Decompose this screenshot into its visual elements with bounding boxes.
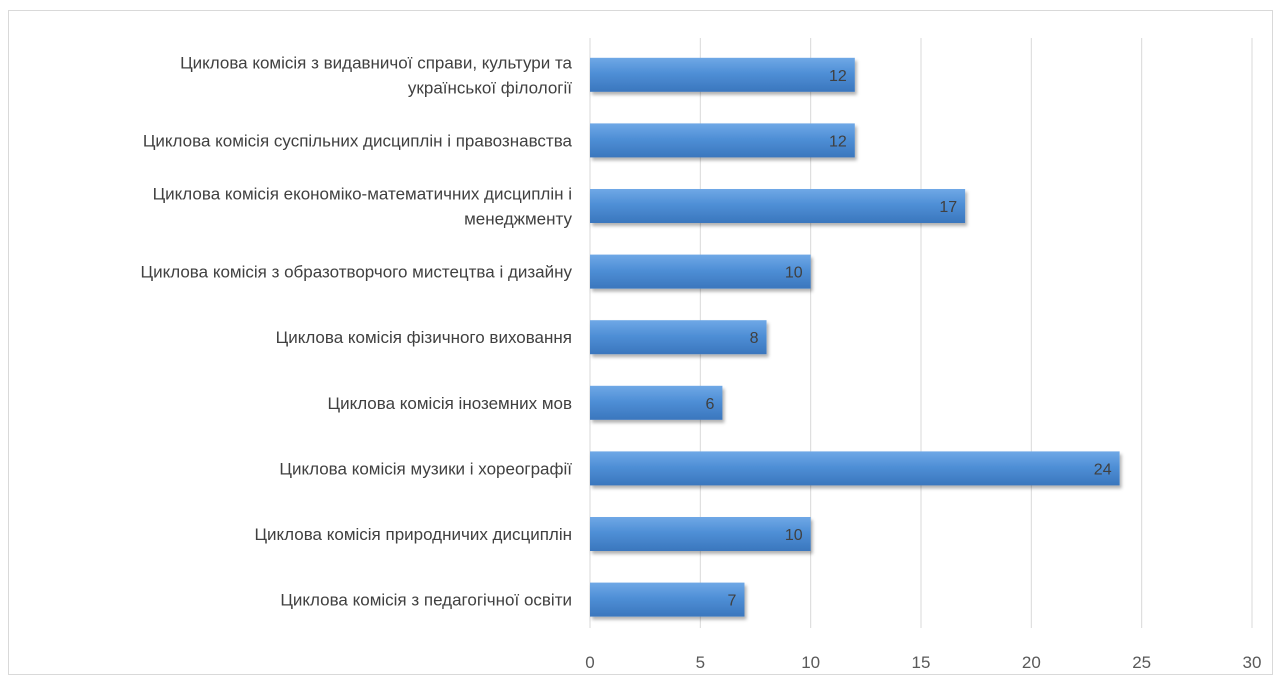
category-label: Циклова комісія іноземних мов <box>328 394 573 413</box>
bar <box>590 582 745 617</box>
category-label-line: Циклова комісія суспільних дисциплін і п… <box>143 131 573 150</box>
bar <box>590 189 966 223</box>
bars: 12 12 17 10 8 6 24 10 7 <box>590 57 1120 617</box>
x-axis-tick-labels: 0 5 10 15 20 25 30 <box>585 653 1261 672</box>
x-tick-label: 20 <box>1022 653 1041 672</box>
category-label: Циклова комісія з видавничої справи, кул… <box>180 53 572 97</box>
x-tick-label: 5 <box>696 653 705 672</box>
x-tick-label: 0 <box>585 653 594 672</box>
category-label: Циклова комісія музики і хореографії <box>279 459 572 478</box>
bar <box>590 517 811 551</box>
category-label-line: Циклова комісія з видавничої справи, кул… <box>180 53 572 72</box>
category-labels: Циклова комісія з видавничої справи, кул… <box>141 53 573 609</box>
category-label-line: менеджменту <box>464 210 572 229</box>
x-tick-label: 30 <box>1243 653 1262 672</box>
x-tick-label: 25 <box>1132 653 1151 672</box>
category-label: Циклова комісія економіко-математичних д… <box>153 185 573 229</box>
bar <box>590 451 1120 486</box>
bar-value-label: 7 <box>728 593 737 610</box>
category-label-line: Циклова комісія музики і хореографії <box>279 459 572 478</box>
x-tick-label: 10 <box>801 653 820 672</box>
bar-value-label: 12 <box>829 68 847 85</box>
category-label: Циклова комісія з педагогічної освіти <box>280 591 572 610</box>
bar <box>590 57 855 92</box>
bar <box>590 320 767 355</box>
category-label-line: Циклова комісія іноземних мов <box>328 394 573 413</box>
bar <box>590 385 723 420</box>
bar-value-label: 6 <box>705 396 714 413</box>
category-label-line: Циклова комісія фізичного виховання <box>276 328 572 347</box>
category-label-line: Циклова комісія з педагогічної освіти <box>280 591 572 610</box>
category-label-line: Циклова комісія з образотворчого мистецт… <box>141 263 573 282</box>
bar-value-label: 10 <box>785 265 803 282</box>
category-label: Циклова комісія з образотворчого мистецт… <box>141 263 573 282</box>
bar-value-label: 17 <box>939 199 957 216</box>
bar-value-label: 10 <box>785 527 803 544</box>
category-label-line: Циклова комісія економіко-математичних д… <box>153 185 572 204</box>
bar-value-label: 12 <box>829 133 847 150</box>
bar-value-label: 24 <box>1094 461 1112 478</box>
category-label-line: української філології <box>408 78 572 97</box>
bar <box>590 254 811 289</box>
category-label: Циклова комісія суспільних дисциплін і п… <box>143 131 573 150</box>
x-tick-label: 15 <box>912 653 931 672</box>
bar <box>590 123 855 158</box>
category-label-line: Циклова комісія природничих дисциплін <box>254 525 572 544</box>
category-label: Циклова комісія природничих дисциплін <box>254 525 572 544</box>
bar-value-label: 8 <box>750 330 759 347</box>
category-label: Циклова комісія фізичного виховання <box>276 328 572 347</box>
